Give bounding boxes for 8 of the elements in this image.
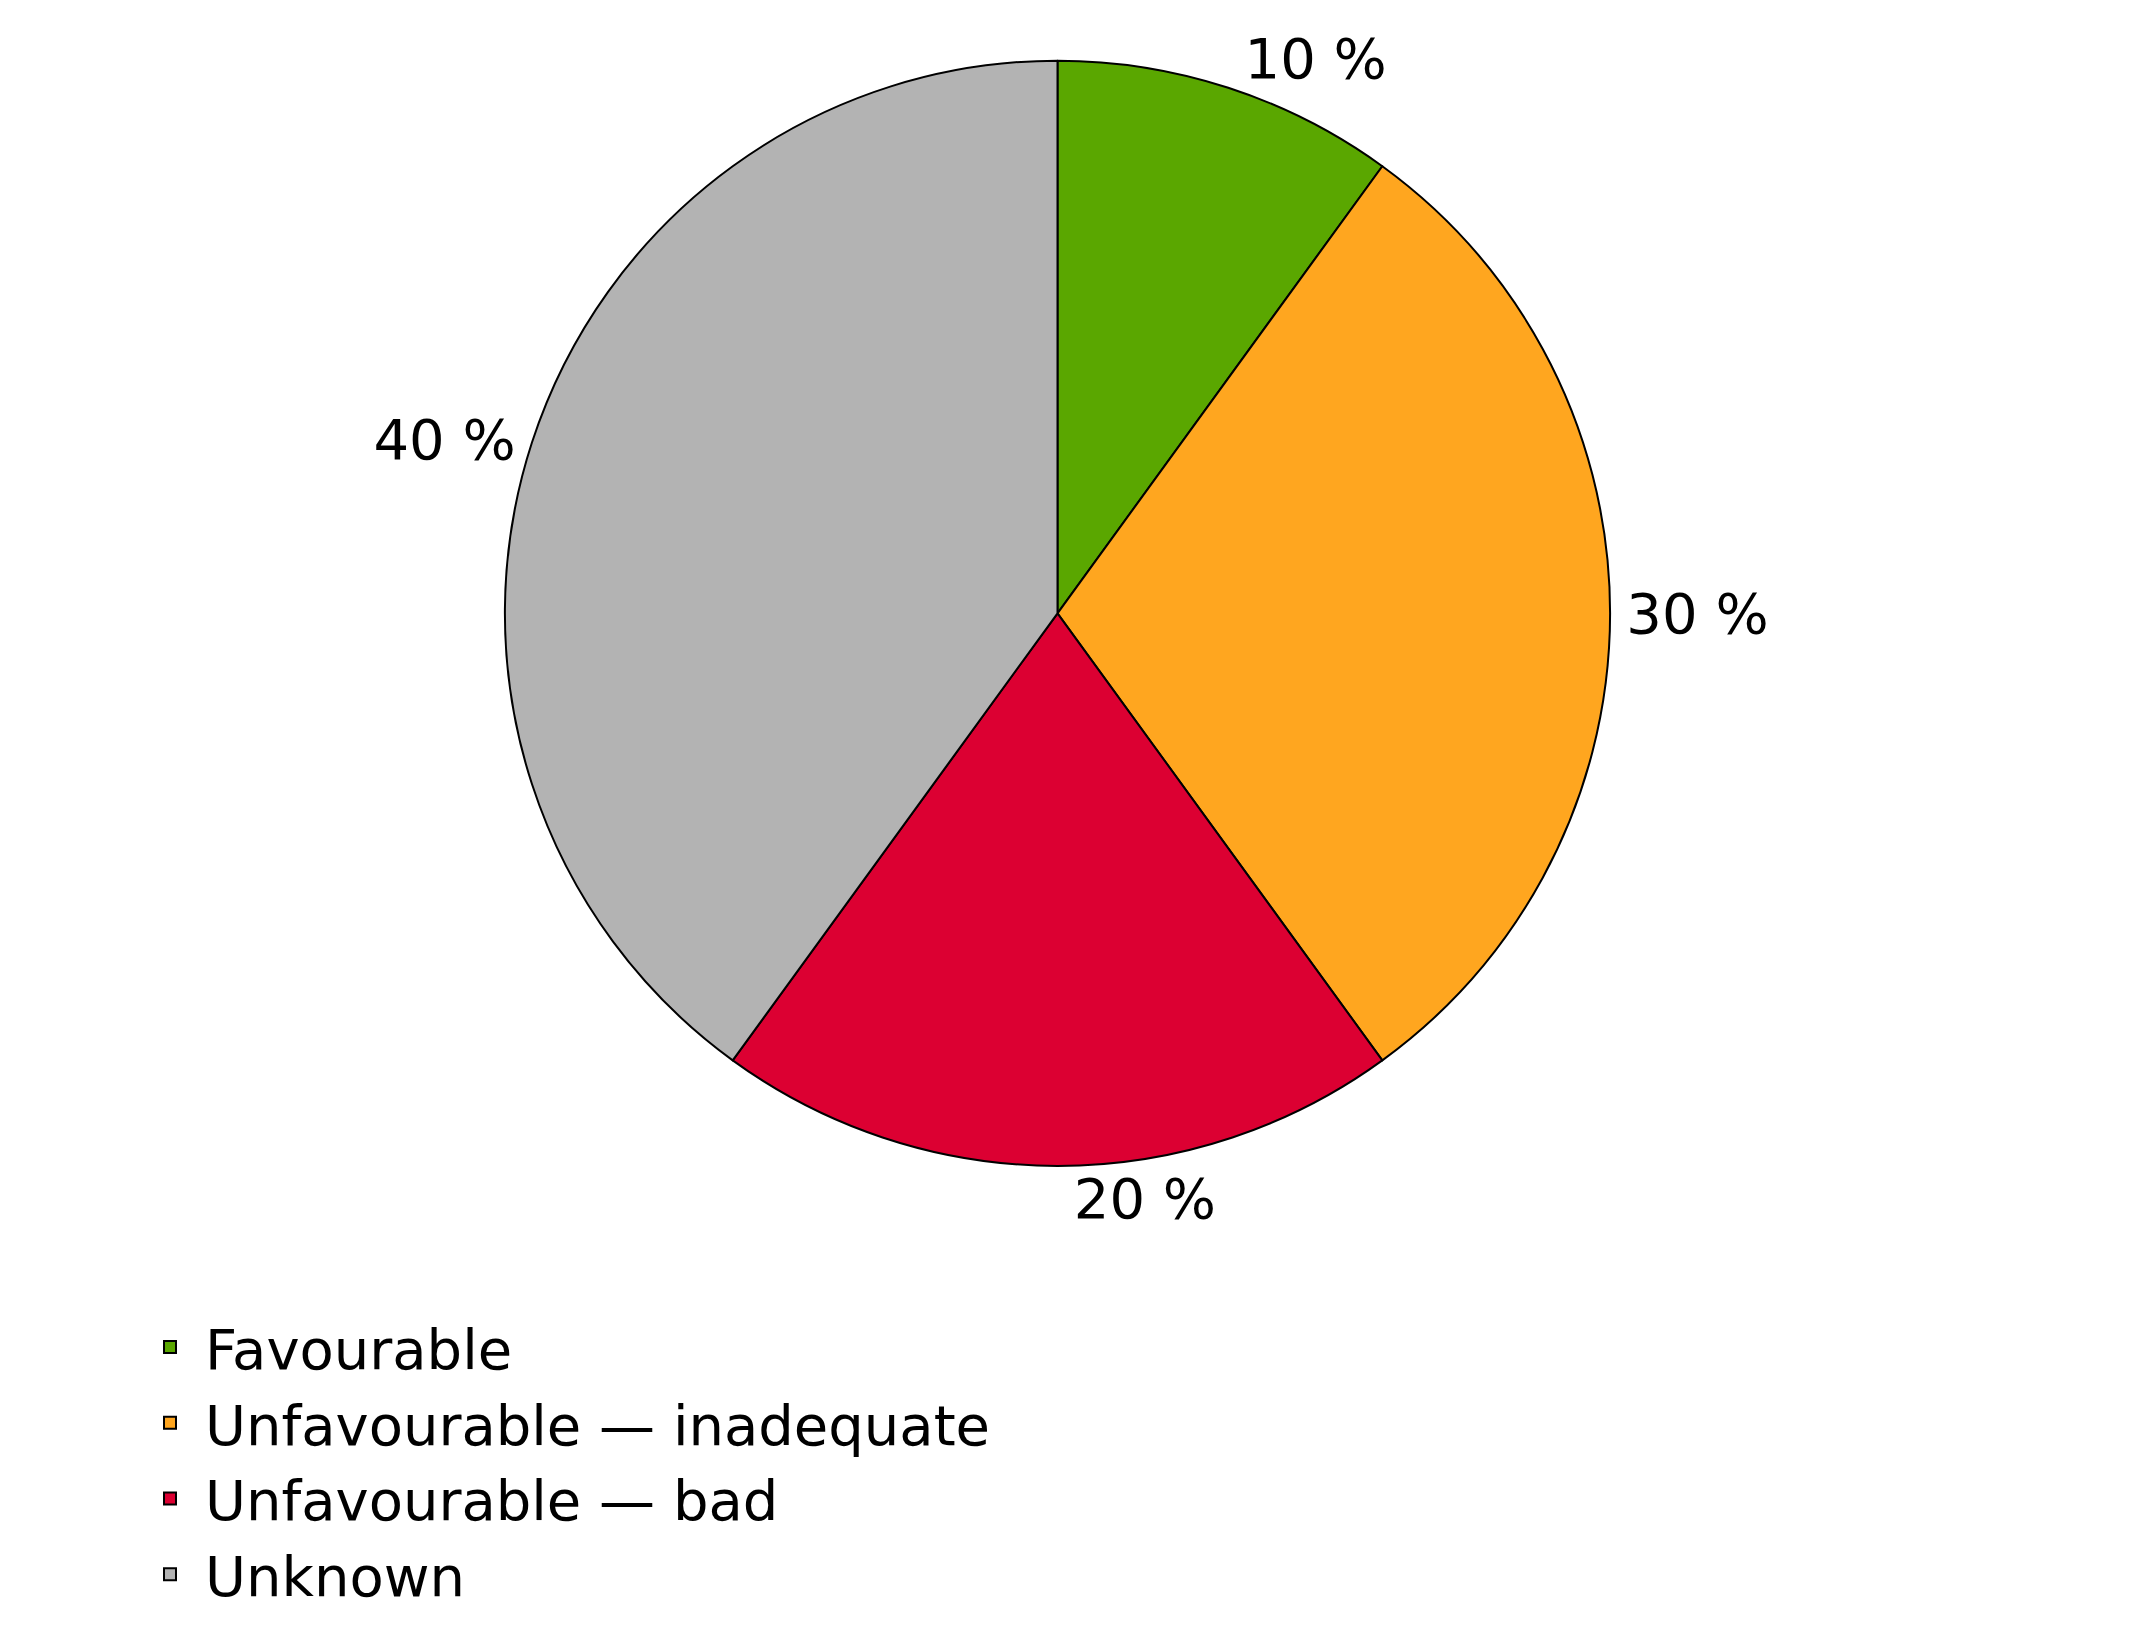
legend-label: Unknown <box>205 1544 465 1610</box>
data-label: 20 % <box>1073 1165 1217 1231</box>
data-label: 10 % <box>1244 25 1387 91</box>
legend-label: Favourable <box>205 1316 513 1382</box>
legend-label: Unfavourable — inadequate <box>205 1392 991 1458</box>
data-label: 30 % <box>1626 580 1769 646</box>
legend-label: Unfavourable — bad <box>205 1468 779 1534</box>
data-label: 40 % <box>373 406 516 472</box>
